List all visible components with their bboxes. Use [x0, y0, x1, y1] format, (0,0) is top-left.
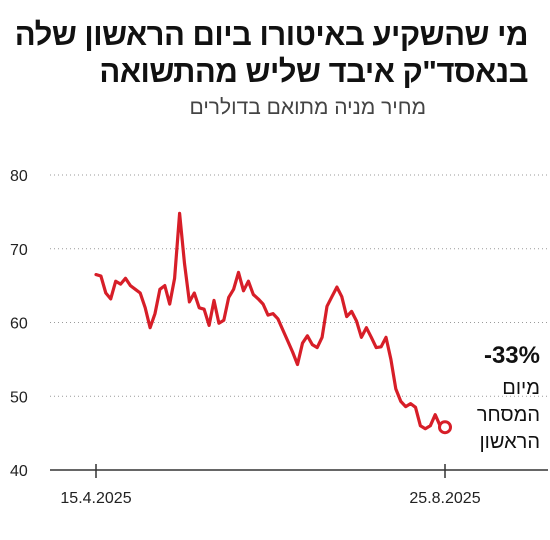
- chart-subtitle: מחיר מניה מתואם בדולרים: [189, 96, 426, 119]
- grid: [50, 174, 548, 397]
- x-tick-label: 15.4.2025: [60, 490, 131, 507]
- annotation-text-line: הראשון: [479, 431, 540, 453]
- y-tick-label: 40: [10, 463, 28, 480]
- end-point-marker: [438, 420, 452, 435]
- annotation: -33% מיום המסחר הראשון: [477, 342, 540, 453]
- annotation-text-line: מיום: [502, 377, 540, 399]
- annotation-value: -33%: [484, 342, 540, 369]
- y-tick-label: 70: [10, 242, 28, 259]
- y-tick-label: 60: [10, 316, 28, 333]
- y-axis: 40 50 60 70 80: [10, 168, 28, 480]
- y-tick-label: 80: [10, 168, 28, 185]
- chart-title: מי שהשקיע באיטורו ביום הראשון שלה בנאסד"…: [14, 17, 529, 89]
- series-line: [94, 211, 447, 431]
- y-tick-label: 50: [10, 389, 28, 406]
- x-axis: 15.4.2025 25.8.2025: [60, 464, 481, 507]
- x-tick-label: 25.8.2025: [409, 490, 480, 507]
- annotation-text-line: המסחר: [477, 404, 540, 426]
